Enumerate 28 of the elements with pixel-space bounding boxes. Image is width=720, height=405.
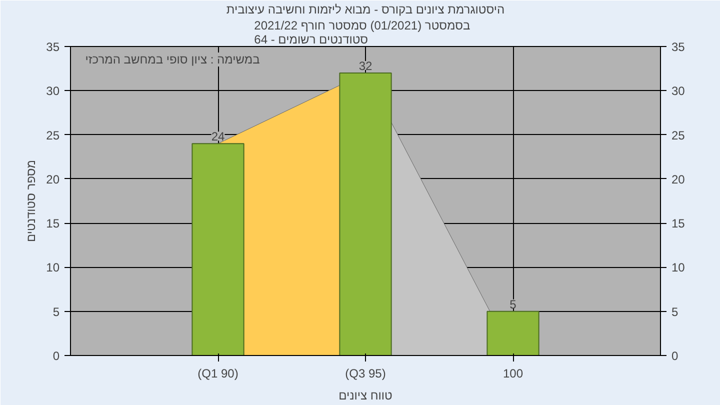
chart-subtitle: בסמסטר (01/2021) סמסטר חורף 2021/22 סטודנטים רשומים - 64 bbox=[254, 18, 470, 46]
y-axis-title: מספר סטודנטים bbox=[24, 160, 38, 242]
y2-tick-label: 20 bbox=[672, 172, 686, 186]
y2-tick-label: 30 bbox=[672, 84, 686, 98]
y-tick-label: 5 bbox=[52, 304, 60, 319]
data-label: 5 bbox=[510, 297, 517, 312]
y2-tick-label: 35 bbox=[672, 40, 686, 54]
y-tick-label: 30 bbox=[46, 84, 60, 98]
y2-tick-label: 15 bbox=[672, 216, 686, 231]
chart-title: היסטוגרמת ציונים בקורס - מבוא ליזמות וחשיבה עיצובית bbox=[226, 2, 505, 16]
y2-tick-label: 10 bbox=[672, 260, 686, 275]
data-label: 24 bbox=[211, 130, 225, 144]
y-tick-label: 35 bbox=[46, 40, 60, 54]
y2-tick-label: 5 bbox=[672, 304, 678, 319]
y-tick-label: 0 bbox=[52, 349, 60, 363]
x-tick-label: (Q1 90) bbox=[198, 366, 238, 380]
data-label: 32 bbox=[358, 58, 372, 73]
y2-tick-label: 0 bbox=[672, 349, 678, 363]
x-axis-title: טווח ציונים bbox=[338, 388, 393, 402]
x-tick-label: 100 bbox=[502, 366, 524, 380]
y-tick-label: 25 bbox=[46, 128, 60, 142]
y-tick-label: 20 bbox=[46, 172, 60, 186]
y-tick-label: 10 bbox=[46, 260, 60, 275]
annotation: במשימה : ציון סופי במחשב המרכזי bbox=[85, 52, 260, 66]
bar bbox=[486, 310, 540, 356]
y-tick-label: 15 bbox=[46, 216, 60, 231]
x-tick-label: (Q3 95) bbox=[345, 366, 386, 380]
y2-tick-label: 25 bbox=[672, 128, 686, 142]
